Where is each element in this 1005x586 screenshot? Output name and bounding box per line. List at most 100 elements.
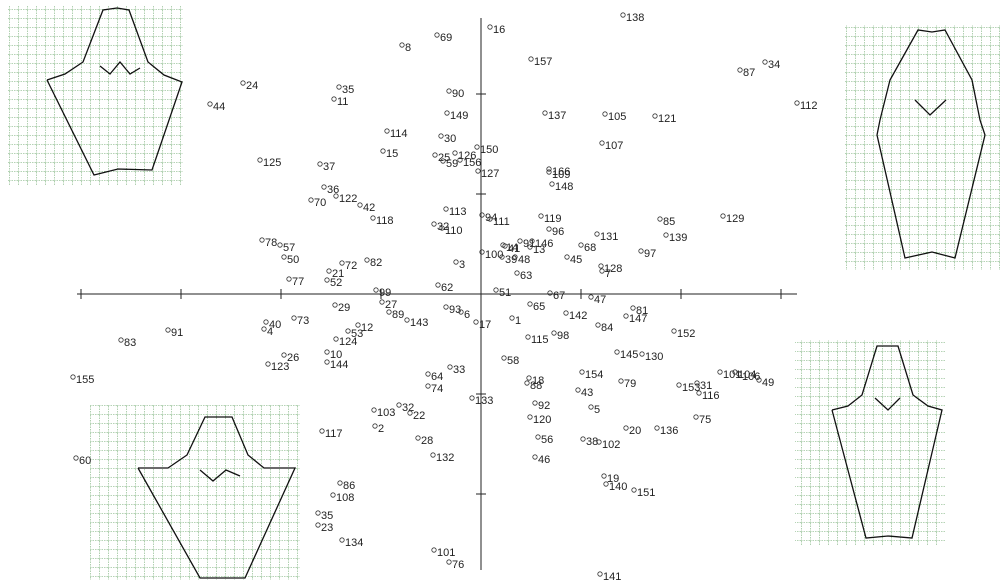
point (595, 322, 601, 328)
point (439, 225, 445, 231)
point (517, 238, 523, 244)
point (623, 313, 629, 319)
point-label: 21 (332, 268, 344, 280)
point (487, 216, 493, 222)
point-label: 36 (327, 184, 339, 196)
point-label: 147 (629, 313, 647, 325)
point (501, 355, 507, 361)
point-label: 100 (485, 249, 503, 261)
point (425, 371, 431, 377)
point (475, 168, 481, 174)
point (535, 434, 541, 440)
point-label: 90 (452, 88, 464, 100)
point-label: 31 (700, 380, 712, 392)
point (435, 282, 441, 288)
point (630, 305, 636, 311)
point-label: 140 (609, 481, 627, 493)
point (527, 301, 533, 307)
point-label: 73 (297, 315, 309, 327)
point (281, 254, 287, 260)
point-label: 143 (410, 317, 428, 329)
point-label: 24 (246, 80, 258, 92)
point (546, 226, 552, 232)
inset-bottom-left (90, 405, 300, 580)
point (118, 337, 124, 343)
point (469, 395, 475, 401)
point (446, 559, 452, 565)
point (638, 248, 644, 254)
point-label: 86 (343, 480, 355, 492)
point (165, 327, 171, 333)
point (756, 377, 762, 383)
point (438, 133, 444, 139)
point (446, 88, 452, 94)
point-label: 20 (629, 425, 641, 437)
point-label: 105 (608, 111, 626, 123)
point (430, 452, 436, 458)
point (286, 276, 292, 282)
point (431, 547, 437, 553)
point (443, 206, 449, 212)
point-label: 33 (453, 364, 465, 376)
point (578, 242, 584, 248)
point (542, 110, 548, 116)
point (514, 270, 520, 276)
point-label: 131 (600, 231, 618, 243)
point (259, 237, 265, 243)
point (620, 12, 626, 18)
point-label: 134 (345, 537, 363, 549)
point-label: 84 (601, 322, 613, 334)
point-label: 155 (76, 374, 94, 386)
point (623, 425, 629, 431)
point-label: 3 (459, 259, 465, 271)
point (399, 42, 405, 48)
point-label: 69 (440, 32, 452, 44)
point (676, 382, 682, 388)
point-label: 6 (464, 309, 470, 321)
point-label: 67 (553, 290, 565, 302)
point-label: 88 (530, 380, 542, 392)
point-label: 45 (570, 254, 582, 266)
point-label: 138 (626, 12, 644, 24)
point-label: 117 (325, 428, 343, 440)
point (526, 375, 532, 381)
point-label: 10 (330, 349, 342, 361)
point (324, 349, 330, 355)
point-label: 124 (339, 336, 357, 348)
point (263, 319, 269, 325)
point (588, 294, 594, 300)
point-label: 99 (379, 287, 391, 299)
point-label: 103 (377, 407, 395, 419)
point (321, 184, 327, 190)
point (614, 349, 620, 355)
point-label: 1 (515, 315, 521, 327)
point (493, 287, 499, 293)
point (265, 361, 271, 367)
point-label: 44 (213, 101, 225, 113)
point-label: 30 (444, 133, 456, 145)
point (631, 487, 637, 493)
point (281, 352, 287, 358)
point-label: 166 (552, 166, 570, 178)
point-label: 17 (479, 319, 491, 331)
point (532, 400, 538, 406)
point (532, 454, 538, 460)
point-label: 14 (506, 242, 518, 254)
point (487, 24, 493, 30)
inset-top-left (8, 5, 183, 185)
point-label: 145 (620, 349, 638, 361)
point (737, 67, 743, 73)
point (528, 56, 534, 62)
point-label: 76 (452, 559, 464, 571)
point (317, 161, 323, 167)
point (579, 369, 585, 375)
point (452, 150, 458, 156)
point-label: 51 (499, 287, 511, 299)
point-label: 132 (436, 452, 454, 464)
point (597, 571, 603, 577)
point (575, 387, 581, 393)
point-label: 110 (445, 225, 463, 237)
point (373, 287, 379, 293)
point (529, 238, 535, 244)
point (499, 254, 505, 260)
